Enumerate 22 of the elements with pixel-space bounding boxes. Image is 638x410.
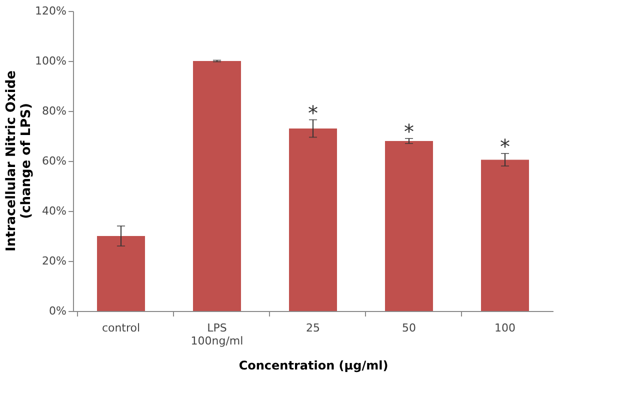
x-tick-label: control: [102, 322, 140, 334]
y-tick-label: 40%: [42, 204, 66, 218]
x-tick-label: LPS 100ng/ml: [190, 322, 244, 348]
bar: [481, 160, 529, 311]
y-tick-label: 60%: [42, 154, 66, 168]
y-tick-label: 100%: [35, 54, 66, 68]
x-tick-label: 50: [402, 322, 416, 334]
y-tick-label: 20%: [42, 254, 66, 268]
bar: [97, 236, 145, 311]
annotation: *: [500, 134, 510, 158]
bar: [289, 128, 337, 311]
x-tick-label: 100: [494, 322, 516, 334]
bar: [193, 61, 241, 311]
y-tick-label: 120%: [35, 4, 66, 18]
annotation: *: [308, 100, 318, 125]
y-tick-label: 80%: [42, 104, 66, 118]
y-tick-label: 0%: [49, 304, 66, 318]
bar: [385, 141, 433, 311]
x-axis-title: Concentration (µg/ml): [238, 358, 388, 372]
x-tick-label: 25: [306, 322, 320, 334]
y-axis-title: Intracellular Nitric Oxide (change of LPS): [4, 70, 34, 252]
annotation: *: [404, 120, 414, 144]
